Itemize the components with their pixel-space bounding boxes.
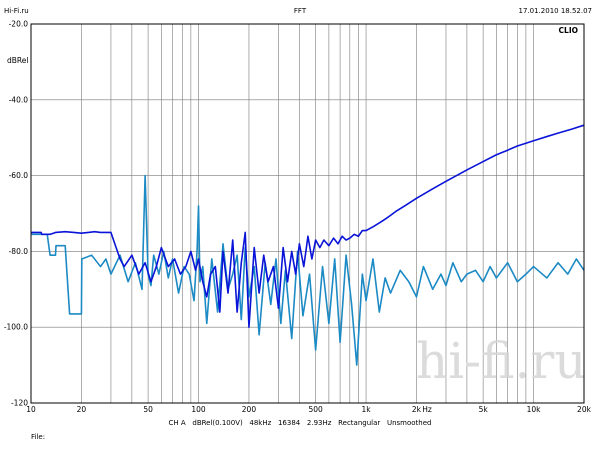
chart-title: FFT: [293, 7, 307, 15]
clio-label: CLIO: [559, 26, 578, 35]
y-tick-labels: -20.0 -40.0 -60.0 -80.0 -100.0 -120: [4, 20, 28, 408]
x-tick-label: 2k: [412, 405, 422, 414]
y-tick-label: -120: [11, 399, 28, 408]
x-tick-label: 10: [26, 405, 36, 414]
y-tick-label: -40.0: [9, 95, 29, 104]
measurement-settings: CH A dBRel(0.100V) 48kHz 16384 2.93Hz Re…: [168, 419, 432, 427]
y-tick-label: -80.0: [9, 247, 29, 256]
x-tick-label: 5k: [479, 405, 489, 414]
series-line-dark: [31, 124, 585, 329]
plot-frame: [30, 23, 585, 404]
x-tick-label: 20: [77, 405, 87, 414]
x-tick-label: 20k: [577, 405, 592, 414]
x-tick-label: 1k: [361, 405, 371, 414]
plot-background: [31, 24, 584, 403]
series-layer: [31, 124, 585, 366]
x-axis-label: Hz: [422, 405, 432, 414]
app-name: Hi-Fi.ru: [4, 7, 29, 15]
y-tick-label: -60.0: [9, 171, 29, 180]
x-tick-label: 10k: [527, 405, 542, 414]
y-tick-label: -20.0: [9, 20, 29, 29]
y-tick-label: -100.0: [4, 323, 28, 332]
x-tick-labels: 10 20 50 100 200 500 1k 2k 5k 10k 20k: [26, 405, 591, 414]
x-tick-label: 500: [308, 405, 323, 414]
y-axis-label: dBRel: [7, 56, 28, 65]
watermark: hi-fi.ru: [416, 332, 586, 390]
x-tick-label: 100: [191, 405, 206, 414]
timestamp: 17.01.2010 18.52.07: [518, 7, 592, 15]
series-line-light: [31, 174, 585, 366]
x-tick-label: 50: [143, 405, 153, 414]
file-label: File:: [31, 433, 46, 441]
x-tick-label: 200: [242, 405, 257, 414]
